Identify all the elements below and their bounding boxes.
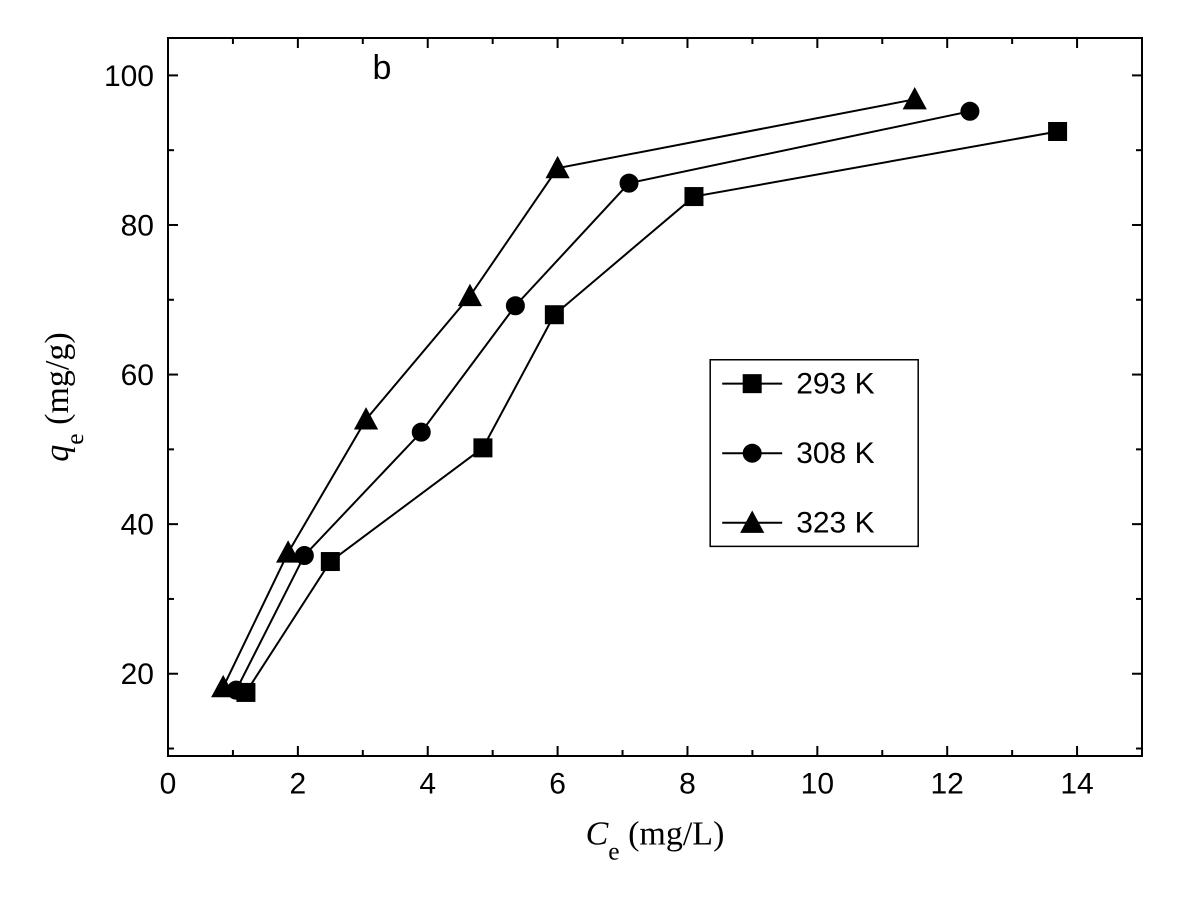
y-tick-label: 60 (121, 359, 154, 392)
y-tick-label: 80 (121, 209, 154, 242)
x-tick-label: 0 (160, 768, 177, 801)
x-tick-label: 12 (931, 768, 964, 801)
x-axis-label: Ce (mg/L) (586, 816, 725, 866)
panel-label: b (373, 49, 392, 87)
chart-container: 0 2 4 6 8 10 12 14 20 40 60 80 100 Ce (mg/L) qe (mg/g)… (0, 0, 1178, 903)
legend: 293 K 308 K 323 K (710, 360, 918, 547)
legend-label: 308 K (796, 437, 874, 470)
plot-frame (168, 38, 1142, 756)
series-293-K (237, 122, 1067, 701)
x-tick-label: 10 (801, 768, 834, 801)
axis-ticks: 0 2 4 6 8 10 12 14 20 40 60 80 100 (104, 38, 1142, 801)
x-tick-label: 2 (290, 768, 307, 801)
isotherm-chart: 0 2 4 6 8 10 12 14 20 40 60 80 100 Ce (mg/L) qe (mg/g)… (0, 0, 1178, 903)
legend-label: 293 K (796, 367, 874, 400)
legend-label: 323 K (796, 506, 874, 539)
y-tick-label: 100 (104, 60, 154, 93)
x-tick-label: 14 (1060, 768, 1093, 801)
y-tick-label: 20 (121, 658, 154, 691)
x-tick-label: 6 (549, 768, 566, 801)
y-axis-label: qe (mg/g) (39, 332, 89, 461)
y-tick-label: 40 (121, 509, 154, 542)
x-tick-label: 8 (679, 768, 696, 801)
x-tick-label: 4 (419, 768, 436, 801)
